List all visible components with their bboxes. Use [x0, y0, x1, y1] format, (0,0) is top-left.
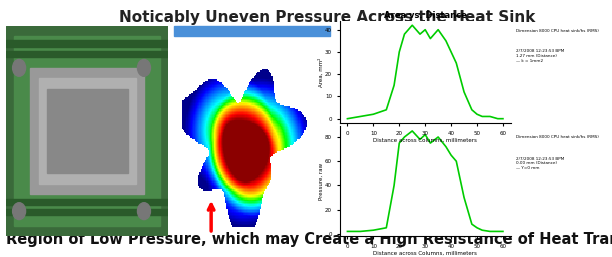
Bar — [47, 89, 128, 173]
Bar — [6, 51, 168, 57]
Bar — [6, 198, 168, 205]
Y-axis label: Area, mm²: Area, mm² — [318, 57, 324, 87]
Title: Area vs. Distance: Area vs. Distance — [384, 11, 466, 20]
X-axis label: Distance across Columns, millimeters: Distance across Columns, millimeters — [373, 251, 477, 255]
X-axis label: Distance across Columns, millimeters: Distance across Columns, millimeters — [373, 137, 477, 142]
Circle shape — [13, 59, 26, 76]
Text: Dimension 8000 CPU heat sink/hs (RMS): Dimension 8000 CPU heat sink/hs (RMS) — [517, 135, 599, 139]
Text: Noticably Uneven Pressure Across the Heat Sink: Noticably Uneven Pressure Across the Hea… — [119, 10, 536, 25]
Bar — [174, 26, 330, 36]
Text: 2/7/2008 12:23:53 BPM
0.00 mm (Distance)
— Y=0 mm: 2/7/2008 12:23:53 BPM 0.00 mm (Distance)… — [517, 157, 565, 170]
Circle shape — [13, 203, 26, 219]
Y-axis label: Pressure, raw: Pressure, raw — [319, 163, 324, 200]
Text: Region of Low Pressure, which may Create a High Resistance of Heat Transfer: Region of Low Pressure, which may Create… — [6, 232, 612, 247]
Title: Pressure vs. Distance: Pressure vs. Distance — [374, 116, 477, 125]
Circle shape — [138, 203, 151, 219]
Bar — [31, 68, 144, 194]
Bar — [39, 78, 136, 184]
Text: 2/7/2008 12:23:53 BPM
1.27 mm (Distance)
— k = 1mm2: 2/7/2008 12:23:53 BPM 1.27 mm (Distance)… — [517, 49, 565, 62]
Text: Dimension 8000 CPU heat sink/hs (RMS): Dimension 8000 CPU heat sink/hs (RMS) — [517, 29, 599, 33]
Circle shape — [138, 59, 151, 76]
Bar — [6, 40, 168, 47]
Bar — [6, 209, 168, 215]
